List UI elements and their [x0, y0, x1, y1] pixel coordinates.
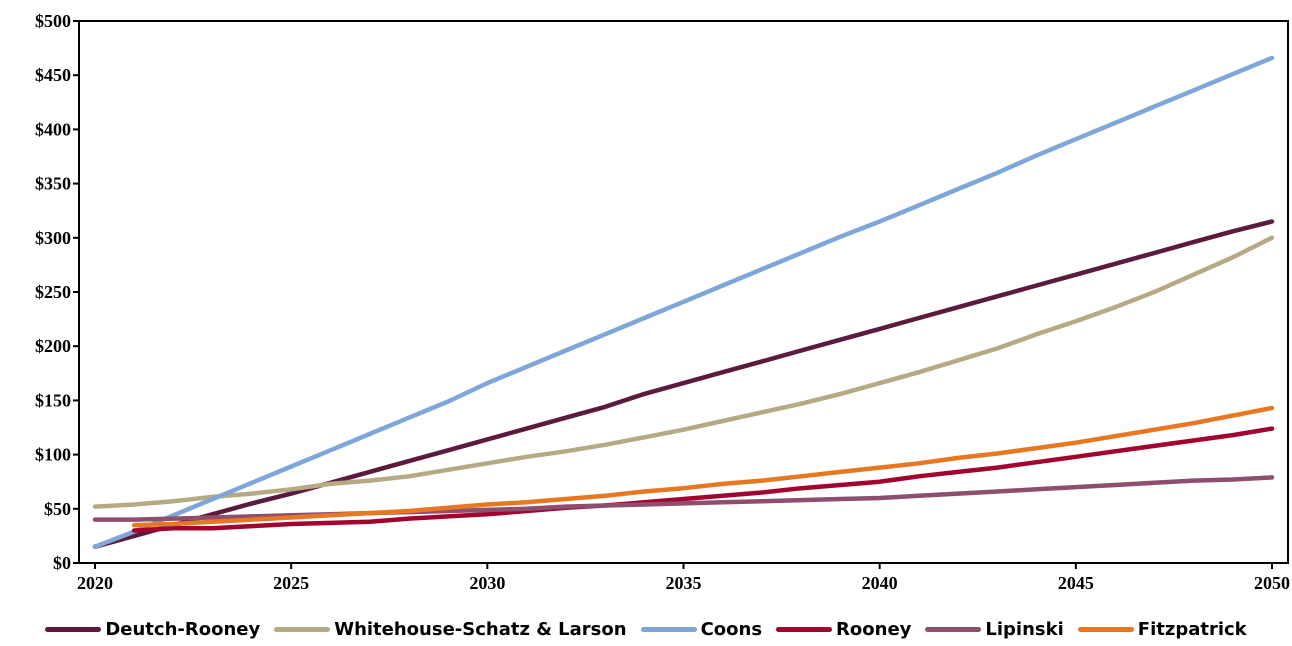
legend-label: Lipinski — [985, 618, 1064, 640]
series-line-fitzpatrick — [131, 405, 1275, 528]
x-tick-label: 2040 — [862, 573, 898, 593]
legend-swatch — [1077, 626, 1134, 632]
y-tick-label: $350 — [35, 174, 71, 194]
legend-item-deutch-rooney: Deutch-Rooney — [45, 619, 260, 640]
x-tick-label: 2030 — [469, 573, 505, 593]
y-tick-label: $500 — [35, 11, 71, 31]
legend-swatch — [640, 626, 697, 632]
series-line-rooney — [131, 426, 1275, 533]
legend-item-fitzpatrick: Fitzpatrick — [1077, 618, 1247, 640]
y-tick-label: $100 — [35, 445, 71, 465]
x-tick-label: 2020 — [77, 573, 113, 593]
y-tick-label: $50 — [44, 499, 71, 519]
legend-label: Coons — [700, 618, 763, 640]
x-tick-label: 2050 — [1254, 573, 1290, 593]
x-tick-label: 2025 — [273, 573, 309, 593]
legend-swatch — [776, 626, 833, 632]
legend-swatch — [274, 626, 331, 632]
x-axis-ticks: 2020 2025 2030 2035 2040 2045 2050 — [77, 563, 1290, 593]
y-tick-label: $150 — [35, 390, 71, 410]
x-tick-label: 2035 — [666, 573, 702, 593]
y-tick-label: $200 — [35, 336, 71, 356]
legend-swatch — [925, 626, 982, 632]
y-tick-label: $300 — [35, 228, 71, 248]
series-lines — [92, 55, 1275, 549]
legend-item-lipinski: Lipinski — [925, 618, 1064, 640]
y-axis-ticks: $0 $50 $100 $150 $200 $250 $300 $350 $400 $450 $50… — [35, 11, 79, 573]
legend-label: Whitehouse-Schatz & Larson — [334, 618, 627, 640]
legend-label: Deutch-Rooney — [105, 618, 261, 640]
x-tick-label: 2045 — [1058, 573, 1094, 593]
y-tick-label: $450 — [35, 65, 71, 85]
series-line-coons — [92, 55, 1275, 549]
line-chart: $0 $50 $100 $150 $200 $250 $300 $350 $400 $450 $50… — [35, 11, 1290, 593]
y-tick-label: $400 — [35, 119, 71, 139]
legend-item-coons: Coons — [640, 618, 763, 640]
legend-swatch — [45, 626, 102, 632]
series-line-whitehouse-schatz-larson — [92, 235, 1275, 509]
y-tick-label: $250 — [35, 282, 71, 302]
legend-item-rooney: Rooney — [776, 619, 911, 640]
y-tick-label: $0 — [53, 553, 71, 573]
legend-label: Fitzpatrick — [1137, 618, 1247, 640]
legend-item-whitehouse-schatz-larson: Whitehouse-Schatz & Larson — [274, 618, 627, 640]
chart-legend: Deutch-Rooney Whitehouse-Schatz & Larson C… — [0, 612, 1292, 646]
series-line-deutch-rooney — [92, 219, 1275, 549]
legend-label: Rooney — [836, 618, 912, 640]
